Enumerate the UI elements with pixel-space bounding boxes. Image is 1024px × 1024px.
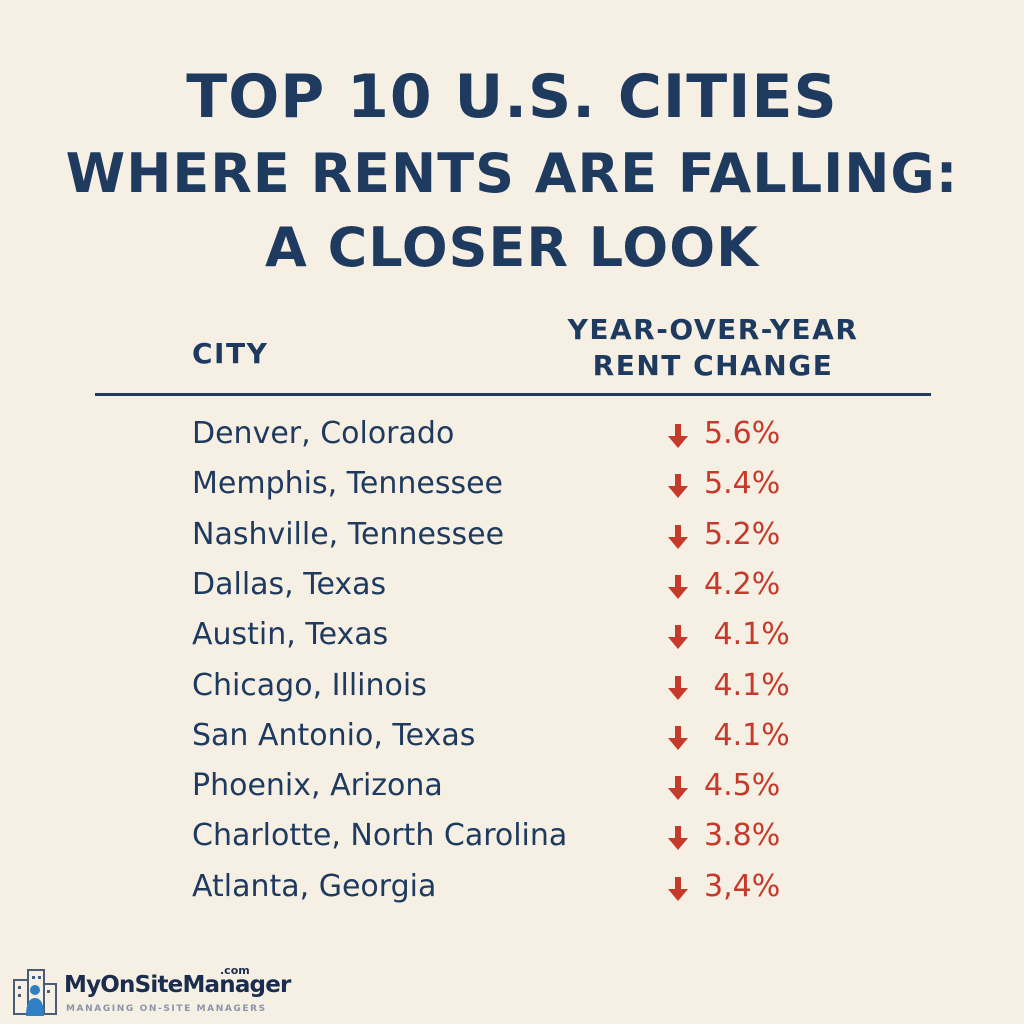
arrow-down-icon <box>668 826 688 850</box>
rent-change-value: 4.1% <box>704 617 790 652</box>
table-row: Dallas, Texas 4.2% <box>0 565 1024 611</box>
rent-change-value: 3,4% <box>704 869 781 904</box>
arrow-down-icon <box>668 424 688 448</box>
table-row: Atlanta, Georgia 3,4% <box>0 867 1024 913</box>
building-person-icon <box>13 969 57 1016</box>
title-line-2: WHERE RENTS ARE FALLING: <box>65 142 959 205</box>
logo-tagline: MANAGING ON-SITE MANAGERS <box>66 1004 267 1014</box>
arrow-down-icon <box>668 525 688 549</box>
arrow-down-icon <box>668 676 688 700</box>
city-name: San Antonio, Texas <box>192 718 476 753</box>
rent-change-value: 4.5% <box>704 768 781 803</box>
table-row: Phoenix, Arizona 4.5% <box>0 766 1024 812</box>
city-name: Memphis, Tennessee <box>192 466 504 501</box>
logo-wordmark: MyOnSiteManager <box>64 972 291 998</box>
rent-change-value: 5.4% <box>704 466 781 501</box>
city-name: Chicago, Illinois <box>192 668 427 703</box>
city-name: Austin, Texas <box>192 617 389 652</box>
arrow-down-icon <box>668 726 688 750</box>
city-name: Charlotte, North Carolina <box>192 818 568 853</box>
column-header-city: CITY <box>192 337 269 370</box>
table-row: Nashville, Tennessee 5.2% <box>0 515 1024 561</box>
city-name: Nashville, Tennessee <box>192 517 505 552</box>
city-name: Denver, Colorado <box>192 416 455 451</box>
city-name: Phoenix, Arizona <box>192 768 443 803</box>
table-row: Memphis, Tennessee 5.4% <box>0 464 1024 510</box>
logo: MyOnSiteManager .com MANAGING ON-SITE MA… <box>10 962 291 1018</box>
table-row: Denver, Colorado 5.6% <box>0 414 1024 460</box>
column-header-rent-change: YEAR-OVER-YEAR RENT CHANGE <box>540 312 886 384</box>
header-divider <box>95 393 931 396</box>
column-header-rent-change-line-1: YEAR-OVER-YEAR <box>567 313 859 346</box>
title-line-3: A CLOSER LOOK <box>265 216 759 279</box>
table-row: Charlotte, North Carolina 3.8% <box>0 816 1024 862</box>
title-line-1: TOP 10 U.S. CITIES <box>186 62 838 132</box>
rent-change-value: 3.8% <box>704 818 781 853</box>
arrow-down-icon <box>668 625 688 649</box>
arrow-down-icon <box>668 776 688 800</box>
rent-change-value: 4.1% <box>704 718 790 753</box>
rent-change-value: 5.6% <box>704 416 781 451</box>
column-header-rent-change-line-2: RENT CHANGE <box>592 349 834 382</box>
arrow-down-icon <box>668 877 688 901</box>
rent-change-value: 4.2% <box>704 567 781 602</box>
table-row: San Antonio, Texas 4.1% <box>0 716 1024 762</box>
city-name: Dallas, Texas <box>192 567 387 602</box>
table-row: Austin, Texas 4.1% <box>0 615 1024 661</box>
city-name: Atlanta, Georgia <box>192 869 437 904</box>
logo-domain-suffix: .com <box>220 964 250 977</box>
arrow-down-icon <box>668 575 688 599</box>
table-row: Chicago, Illinois 4.1% <box>0 666 1024 712</box>
rent-change-value: 4.1% <box>704 668 790 703</box>
arrow-down-icon <box>668 474 688 498</box>
rent-change-value: 5.2% <box>704 517 781 552</box>
